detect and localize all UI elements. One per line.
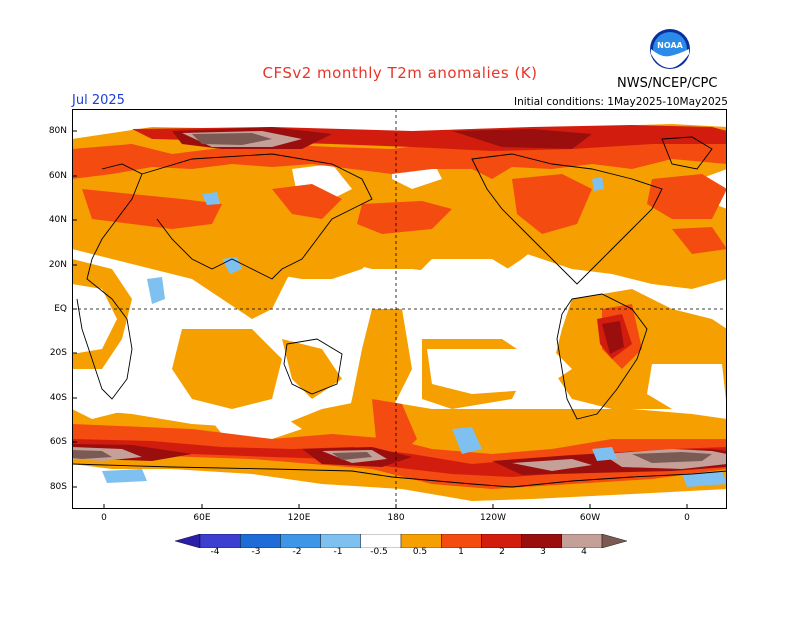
gridlines bbox=[72, 109, 727, 509]
colorbar-swatch bbox=[239, 534, 281, 548]
lat-label: 20S bbox=[49, 348, 67, 358]
lon-label: 120E bbox=[287, 513, 311, 523]
colorbar-swatch bbox=[601, 534, 627, 548]
lat-label: 20N bbox=[48, 260, 67, 270]
lon-label: 180 bbox=[387, 513, 405, 523]
lat-label: 40N bbox=[48, 215, 67, 225]
colorbar-label: 4 bbox=[581, 547, 587, 557]
colorbar-swatch bbox=[199, 534, 241, 548]
colorbar-swatches bbox=[175, 534, 627, 548]
colorbar bbox=[175, 534, 627, 548]
colorbar-label: 3 bbox=[540, 547, 546, 557]
weak-cold-areas bbox=[102, 177, 727, 487]
agency-label: NWS/NCEP/CPC bbox=[617, 76, 718, 91]
colorbar-swatch bbox=[441, 534, 482, 548]
colorbar-label: -1 bbox=[333, 547, 343, 557]
lat-label: 60S bbox=[49, 437, 67, 447]
colorbar-label: -2 bbox=[292, 547, 302, 557]
colorbar-swatch bbox=[400, 534, 442, 548]
colorbar-label: 0.5 bbox=[412, 547, 428, 557]
initial-conditions-label: Initial conditions: 1May2025-10May2025 bbox=[514, 96, 728, 108]
colorbar-label: 2 bbox=[499, 547, 505, 557]
colorbar-swatch bbox=[481, 534, 522, 548]
map-title: CFSv2 monthly T2m anomalies (K) bbox=[262, 64, 538, 82]
noaa-logo-text: NOAA bbox=[657, 41, 683, 50]
colorbar-swatch bbox=[280, 534, 321, 548]
axis-ticks bbox=[72, 130, 688, 509]
lon-label: 60E bbox=[193, 513, 211, 523]
colorbar-swatch bbox=[360, 534, 402, 548]
lat-label: EQ bbox=[54, 304, 67, 314]
anomaly-map bbox=[72, 109, 727, 509]
colorbar-swatch bbox=[521, 534, 563, 548]
colorbar-label: -4 bbox=[210, 547, 220, 557]
lon-label: 0 bbox=[101, 513, 107, 523]
colorbar-label: -3 bbox=[251, 547, 261, 557]
extreme-brown-areas bbox=[72, 133, 712, 463]
lat-label: 80S bbox=[49, 482, 67, 492]
lat-label: 80N bbox=[48, 126, 67, 136]
colorbar-swatch bbox=[561, 534, 603, 548]
colorbar-label: -0.5 bbox=[370, 547, 388, 557]
lon-label: 0 bbox=[684, 513, 690, 523]
lat-label: 40S bbox=[49, 393, 67, 403]
colorbar-label: 1 bbox=[458, 547, 464, 557]
lon-label: 120W bbox=[479, 513, 507, 523]
lon-label: 60W bbox=[579, 513, 601, 523]
colorbar-swatch bbox=[320, 534, 362, 548]
lat-label: 60N bbox=[48, 171, 67, 181]
colorbar-swatch bbox=[175, 534, 201, 548]
noaa-logo-icon: NOAA bbox=[650, 29, 690, 69]
month-label: Jul 2025 bbox=[72, 93, 125, 108]
